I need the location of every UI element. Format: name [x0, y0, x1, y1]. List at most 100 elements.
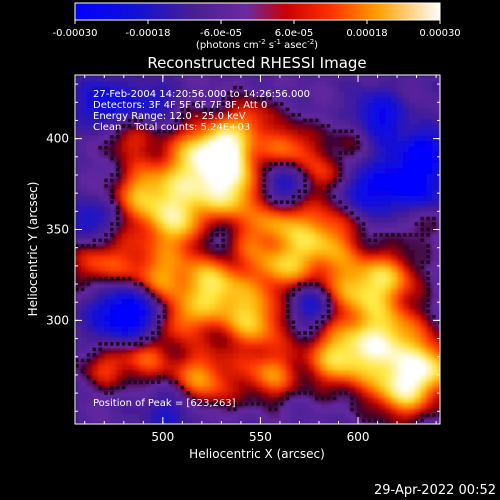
heatmap-cell	[186, 178, 193, 185]
heatmap-cell	[338, 336, 345, 343]
heatmap-cell	[151, 304, 158, 311]
heatmap-cell	[420, 173, 427, 180]
heatmap-cell	[408, 134, 416, 142]
heatmap-cell	[402, 396, 410, 403]
heatmap-cell	[174, 418, 182, 424]
heatmap-cell	[332, 156, 340, 163]
heatmap-cell	[162, 80, 170, 87]
heatmap-cell	[80, 85, 88, 92]
heatmap-cell	[203, 113, 211, 120]
heatmap-cell	[432, 156, 439, 163]
heatmap-cell	[326, 369, 334, 376]
heatmap-cell	[221, 314, 228, 321]
heatmap-cell	[344, 320, 351, 327]
heatmap-cell	[274, 189, 281, 196]
heatmap-cell	[168, 418, 176, 424]
zero-contour-segment	[110, 276, 114, 281]
heatmap-cell	[350, 271, 357, 278]
heatmap-cell	[315, 238, 322, 245]
heatmap-cell	[121, 287, 129, 294]
heatmap-cell	[203, 162, 211, 169]
heatmap-cell	[315, 162, 322, 169]
heatmap-cell	[315, 91, 322, 98]
zero-contour-segment	[168, 124, 173, 128]
heatmap-cell	[156, 418, 164, 424]
heatmap-cell	[379, 249, 386, 256]
heatmap-cell	[297, 336, 304, 343]
heatmap-cell	[180, 325, 187, 332]
heatmap-cell	[180, 396, 187, 403]
heatmap-cell	[127, 80, 135, 87]
zero-contour-segment	[127, 276, 132, 281]
zero-contour-segment	[291, 194, 296, 199]
heatmap-cell	[279, 385, 287, 392]
zero-contour-segment	[297, 167, 302, 172]
heatmap-cell	[233, 96, 240, 103]
peak-position-label: Position of Peak = [623,263]	[93, 398, 236, 409]
zero-contour-segment	[420, 260, 424, 264]
heatmap-cell	[397, 91, 404, 98]
heatmap-cell	[432, 282, 439, 289]
heatmap-cell	[250, 184, 258, 191]
heatmap-cell	[233, 129, 240, 136]
heatmap-cell	[262, 271, 269, 278]
heatmap-cell	[279, 413, 287, 420]
heatmap-cell	[379, 244, 386, 251]
heatmap-cell	[127, 233, 135, 240]
heatmap-cell	[215, 249, 222, 256]
zero-contour-segment	[145, 380, 149, 384]
heatmap-cell	[402, 96, 410, 103]
heatmap-cell	[379, 265, 386, 272]
zero-contour-segment	[309, 331, 313, 335]
heatmap-cell	[115, 260, 123, 267]
heatmap-cell	[98, 178, 105, 185]
zero-contour-segment	[186, 107, 190, 112]
heatmap-cell	[104, 325, 111, 332]
heatmap-cell	[408, 249, 416, 256]
heatmap-cell	[215, 413, 222, 420]
heatmap-cell	[350, 282, 357, 289]
heatmap-cell	[209, 162, 217, 169]
heatmap-cell	[104, 364, 111, 371]
heatmap-cell	[426, 200, 433, 207]
heatmap-cell	[209, 85, 217, 92]
heatmap-cell	[361, 391, 369, 398]
heatmap-cell	[344, 374, 351, 381]
heatmap-cell	[244, 276, 252, 283]
heatmap-cell	[215, 265, 222, 272]
heatmap-cell	[438, 418, 440, 424]
heatmap-cell	[98, 402, 105, 409]
heatmap-cell	[262, 298, 269, 305]
heatmap-cell	[168, 331, 176, 338]
heatmap-cell	[367, 254, 375, 261]
heatmap-cell	[238, 293, 246, 300]
heatmap-cell	[174, 107, 182, 114]
heatmap-cell	[233, 124, 240, 131]
heatmap-cell	[180, 244, 187, 251]
heatmap-cell	[186, 244, 193, 251]
heatmap-cell	[133, 173, 141, 180]
heatmap-cell	[291, 96, 299, 103]
heatmap-cell	[168, 189, 176, 196]
heatmap-cell	[209, 145, 217, 152]
y-tick-label: 300	[46, 313, 69, 327]
heatmap-cell	[121, 140, 129, 147]
heatmap-cell	[285, 216, 293, 223]
heatmap-cell	[233, 194, 240, 202]
heatmap-cell	[279, 194, 287, 202]
heatmap-cell	[151, 200, 158, 207]
zero-contour-segment	[279, 162, 284, 166]
heatmap-cell	[268, 260, 275, 267]
zero-contour-segment	[115, 134, 120, 139]
heatmap-cell	[121, 129, 129, 136]
zero-contour-segment	[350, 402, 354, 406]
heatmap-cell	[332, 96, 340, 103]
heatmap-cell	[244, 358, 252, 365]
zero-contour-segment	[426, 271, 430, 275]
heatmap-cell	[227, 129, 234, 136]
heatmap-cell	[186, 124, 193, 131]
heatmap-cell	[385, 260, 392, 267]
heatmap-cell	[309, 156, 316, 163]
heatmap-cell	[110, 145, 117, 152]
heatmap-cell	[215, 222, 222, 229]
